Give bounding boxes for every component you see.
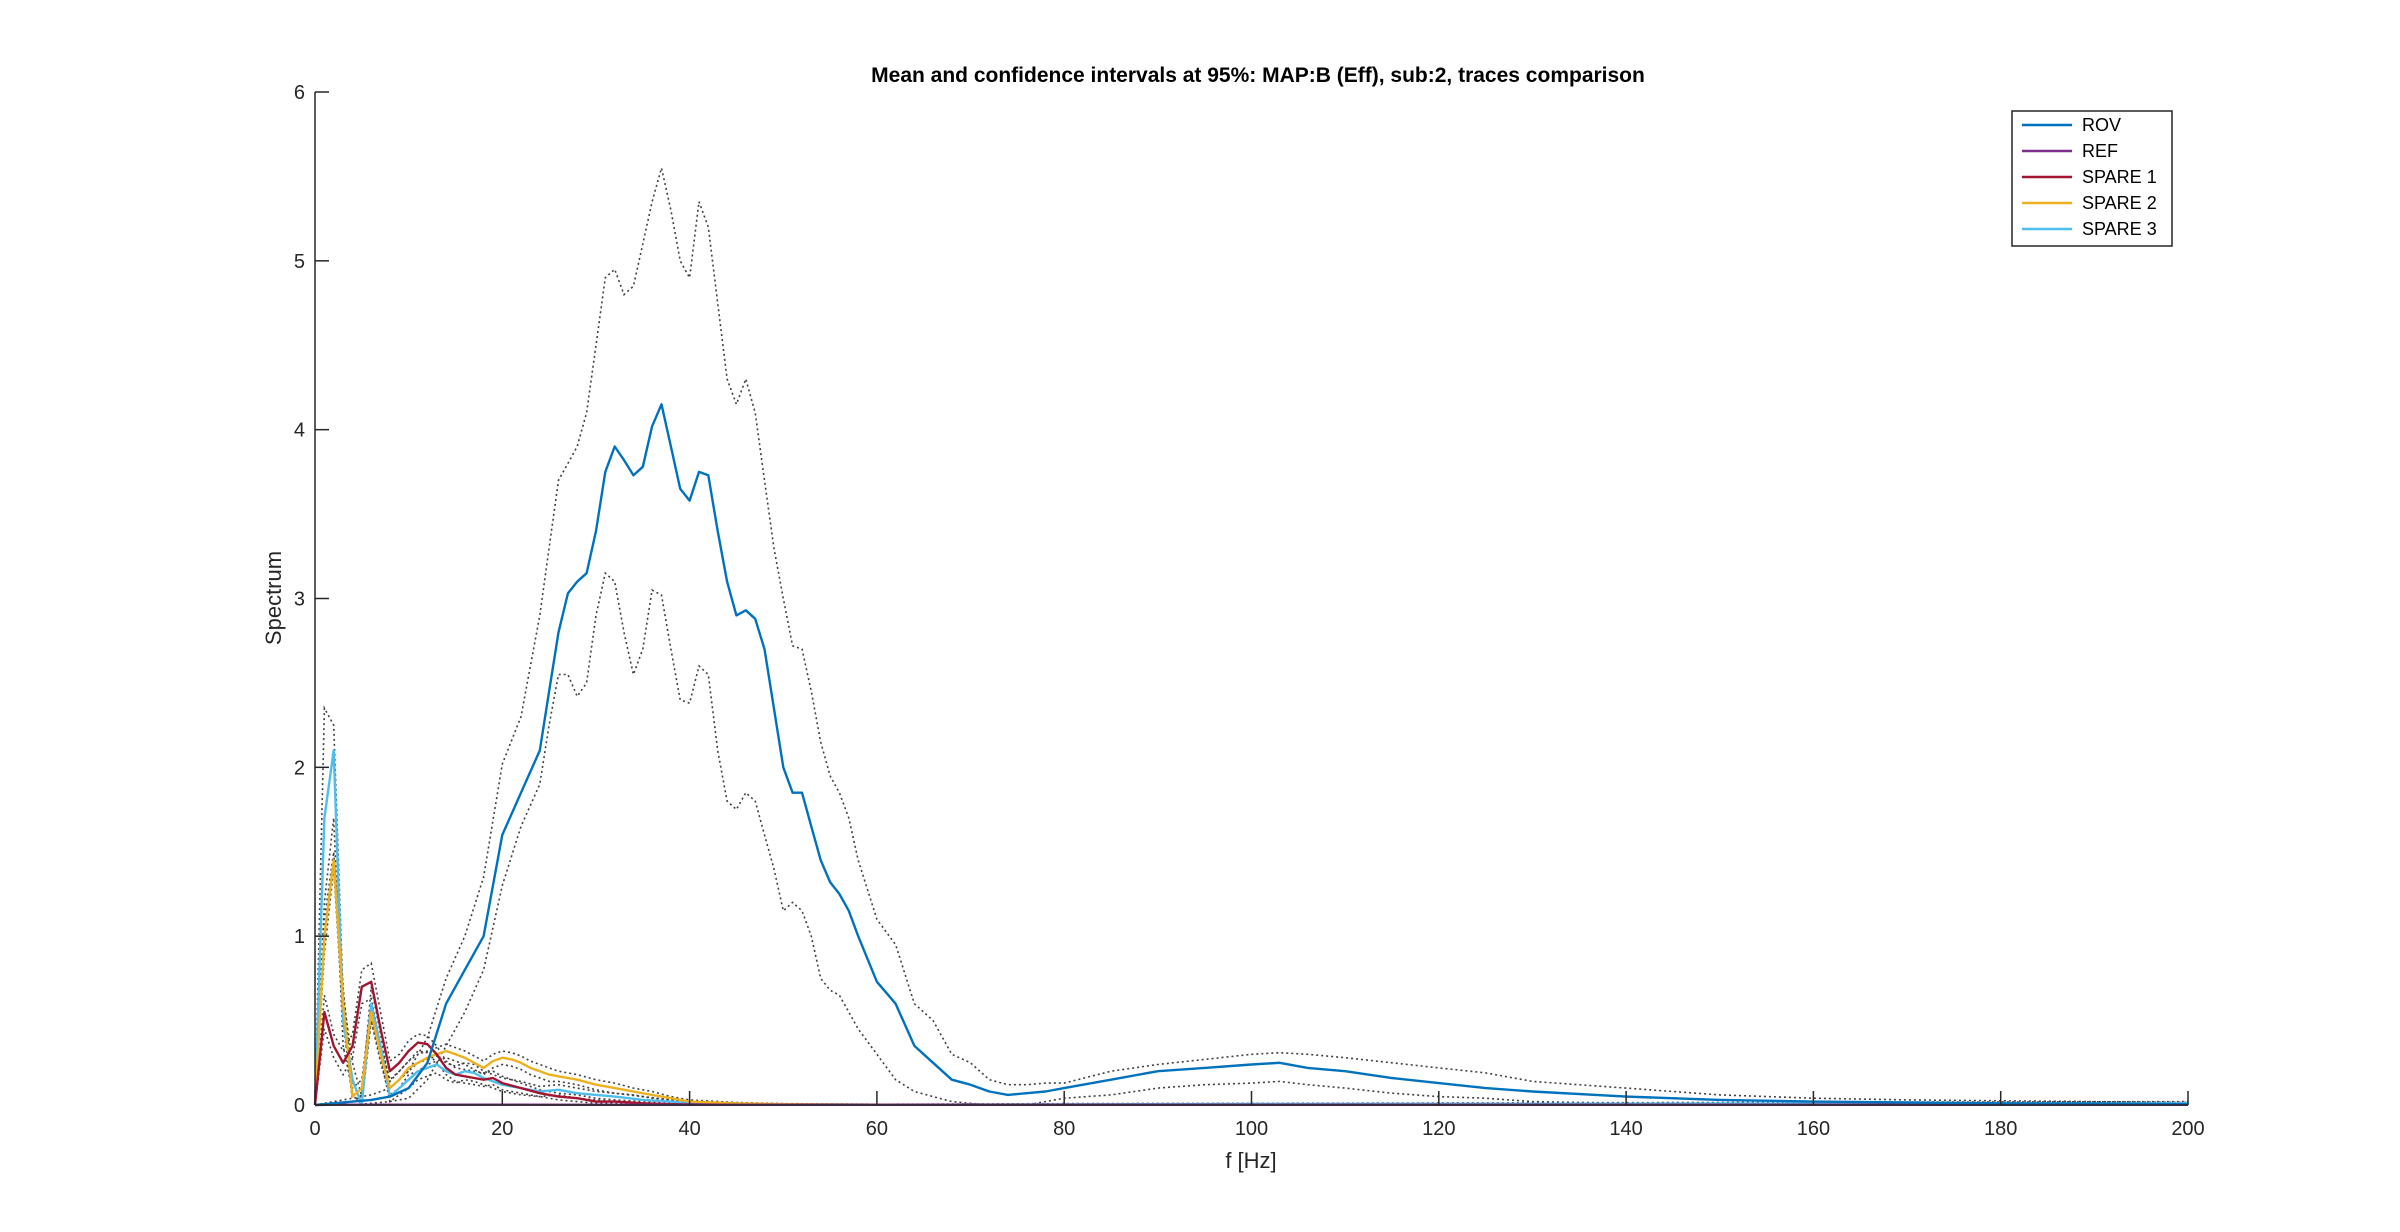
x-tick-label: 0 [309, 1118, 320, 1140]
legend-box [2011, 110, 2173, 247]
x-ticks: 0 20 40 60 80 100 120 140 160 180 200 [309, 1091, 2205, 1140]
series-line [313, 859, 2188, 1106]
x-tick-label: 200 [2171, 1118, 2204, 1140]
x-tick-label: 20 [491, 1118, 513, 1140]
x-tick-label: 160 [1797, 1118, 1830, 1140]
legend-label: ROV [2082, 115, 2121, 135]
y-tick-label: 0 [294, 1095, 305, 1117]
y-tick-label: 4 [294, 420, 305, 442]
x-tick-label: 120 [1422, 1118, 1455, 1140]
x-tick-label: 140 [1609, 1118, 1642, 1140]
x-tick-label: 60 [866, 1118, 888, 1140]
y-ticks: 0 1 2 3 4 5 6 [294, 82, 329, 1117]
series-line [314, 403, 2189, 1107]
plot-area [313, 92, 2189, 1108]
y-tick-label: 1 [294, 926, 305, 948]
x-tick-label: 100 [1235, 1118, 1268, 1140]
legend-label: SPARE 1 [2082, 167, 2157, 187]
ci-upper-line [314, 961, 2188, 1106]
legend-items: ROV REF SPARE 1 SPARE 2 SPARE 3 [2022, 115, 2157, 239]
x-tick-label: 40 [678, 1118, 700, 1140]
ci-upper-line [314, 167, 2189, 1106]
y-axis-label: Spectrum [261, 551, 286, 645]
x-tick-label: 80 [1053, 1118, 1075, 1140]
y-tick-label: 6 [294, 82, 305, 104]
chart-title: Mean and confidence intervals at 95%: MA… [871, 64, 1645, 87]
ci-upper-line [314, 705, 2189, 1106]
ci-lower-line [314, 868, 2188, 1106]
legend-label: SPARE 2 [2082, 193, 2157, 213]
legend-label: REF [2082, 141, 2118, 161]
axes: 0 20 40 60 80 100 120 140 160 180 200 0 1 2 3 4 5 6 [294, 82, 2205, 1140]
plot-background [315, 92, 2188, 1105]
y-tick-label: 3 [294, 589, 305, 611]
y-tick-label: 5 [294, 251, 305, 273]
legend: ROV REF SPARE 1 SPARE 2 SPARE 3 [2011, 110, 2173, 247]
ci-lower-line [314, 997, 2188, 1106]
y-tick-label: 2 [294, 757, 305, 779]
legend-label: SPARE 3 [2082, 219, 2157, 239]
ci-lower-line [315, 571, 2188, 1106]
x-tick-label: 180 [1984, 1118, 2017, 1140]
x-axis-label: f [Hz] [1225, 1148, 1276, 1173]
